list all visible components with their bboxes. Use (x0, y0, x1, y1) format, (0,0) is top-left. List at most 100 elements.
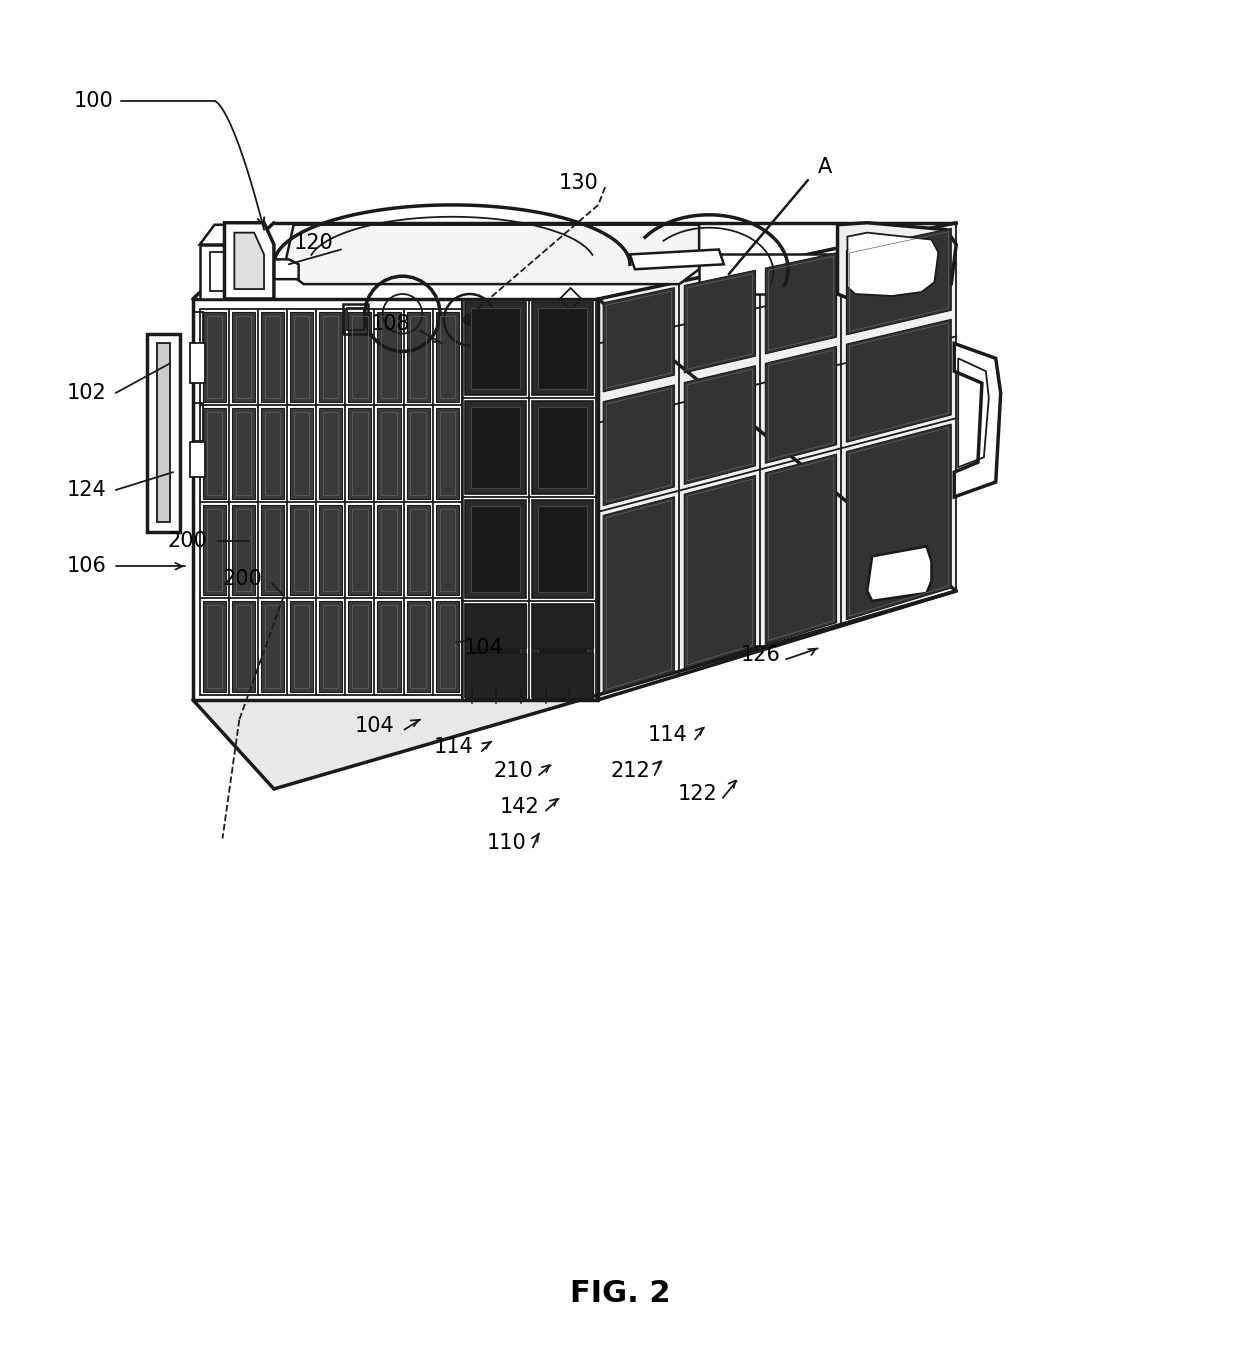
Polygon shape (232, 408, 255, 499)
Polygon shape (538, 308, 588, 389)
Polygon shape (348, 408, 372, 499)
Polygon shape (765, 455, 837, 644)
Polygon shape (867, 547, 931, 601)
Polygon shape (538, 610, 588, 690)
Polygon shape (847, 425, 951, 619)
Polygon shape (532, 604, 593, 697)
Polygon shape (598, 223, 956, 700)
Polygon shape (684, 475, 755, 669)
Polygon shape (603, 385, 675, 506)
Polygon shape (465, 401, 526, 495)
Polygon shape (603, 288, 675, 392)
Polygon shape (157, 344, 170, 522)
Polygon shape (202, 506, 226, 596)
Polygon shape (765, 253, 837, 353)
Polygon shape (435, 312, 459, 403)
Polygon shape (224, 223, 274, 299)
Text: 210: 210 (494, 762, 533, 781)
Polygon shape (407, 312, 430, 403)
Polygon shape (234, 233, 264, 289)
Polygon shape (377, 408, 401, 499)
Polygon shape (290, 601, 314, 692)
Polygon shape (955, 344, 1001, 497)
Text: 102: 102 (66, 384, 107, 403)
Polygon shape (847, 229, 951, 334)
Polygon shape (190, 443, 205, 477)
Text: 108: 108 (371, 314, 410, 334)
Polygon shape (274, 259, 299, 279)
Polygon shape (290, 506, 314, 596)
Polygon shape (319, 408, 342, 499)
Polygon shape (407, 601, 430, 692)
Polygon shape (532, 301, 593, 395)
Polygon shape (202, 408, 226, 499)
Text: 122: 122 (677, 784, 717, 804)
Polygon shape (435, 601, 459, 692)
Polygon shape (260, 601, 284, 692)
Polygon shape (684, 270, 755, 373)
Polygon shape (630, 249, 724, 270)
Polygon shape (377, 601, 401, 692)
Polygon shape (465, 301, 526, 395)
Polygon shape (290, 312, 314, 403)
Polygon shape (765, 347, 837, 463)
Polygon shape (684, 366, 755, 485)
Polygon shape (532, 604, 593, 648)
Text: A: A (817, 158, 832, 177)
Text: 124: 124 (66, 479, 107, 500)
Polygon shape (532, 500, 593, 597)
Text: 200: 200 (167, 532, 207, 552)
Polygon shape (465, 604, 526, 648)
Polygon shape (532, 653, 593, 697)
Polygon shape (319, 601, 342, 692)
Text: 114: 114 (647, 726, 687, 745)
Circle shape (464, 314, 476, 326)
Text: 212: 212 (610, 762, 650, 781)
Polygon shape (148, 334, 180, 532)
Polygon shape (465, 604, 526, 697)
Polygon shape (190, 344, 205, 384)
Polygon shape (193, 590, 956, 789)
Polygon shape (284, 225, 699, 284)
Polygon shape (200, 225, 244, 244)
Polygon shape (699, 255, 867, 295)
Polygon shape (348, 506, 372, 596)
Polygon shape (319, 506, 342, 596)
Polygon shape (377, 506, 401, 596)
Polygon shape (202, 312, 226, 403)
Polygon shape (348, 312, 372, 403)
Text: 110: 110 (486, 833, 526, 854)
Polygon shape (202, 601, 226, 692)
Text: 104: 104 (355, 715, 394, 736)
Polygon shape (260, 312, 284, 403)
Polygon shape (348, 601, 372, 692)
Polygon shape (465, 653, 526, 697)
Polygon shape (407, 506, 430, 596)
Polygon shape (260, 408, 284, 499)
Polygon shape (377, 312, 401, 403)
Text: 200: 200 (222, 569, 262, 589)
Text: 106: 106 (66, 556, 107, 577)
Text: FIG. 2: FIG. 2 (569, 1280, 671, 1308)
Polygon shape (435, 506, 459, 596)
Polygon shape (200, 244, 234, 299)
Polygon shape (471, 308, 520, 389)
Polygon shape (193, 223, 956, 299)
Polygon shape (837, 223, 956, 304)
Polygon shape (538, 506, 588, 592)
Polygon shape (847, 319, 951, 443)
Polygon shape (407, 408, 430, 499)
Polygon shape (471, 407, 520, 488)
Polygon shape (471, 506, 520, 592)
Polygon shape (319, 312, 342, 403)
Polygon shape (435, 408, 459, 499)
Text: 142: 142 (500, 797, 539, 817)
Text: 120: 120 (294, 233, 334, 252)
Polygon shape (471, 610, 520, 690)
Text: 114: 114 (434, 737, 474, 758)
Polygon shape (847, 233, 939, 296)
Polygon shape (260, 506, 284, 596)
Text: 104: 104 (464, 638, 503, 659)
Polygon shape (465, 500, 526, 597)
Polygon shape (290, 408, 314, 499)
